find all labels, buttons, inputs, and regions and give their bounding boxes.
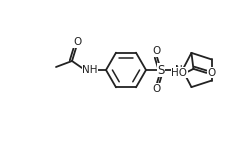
Text: O: O	[153, 46, 161, 56]
Text: HO: HO	[171, 68, 187, 78]
Text: S: S	[157, 63, 165, 77]
Text: NH: NH	[82, 65, 98, 75]
Text: O: O	[207, 68, 215, 78]
Text: O: O	[73, 37, 81, 47]
Text: N: N	[175, 65, 183, 75]
Text: O: O	[153, 84, 161, 94]
